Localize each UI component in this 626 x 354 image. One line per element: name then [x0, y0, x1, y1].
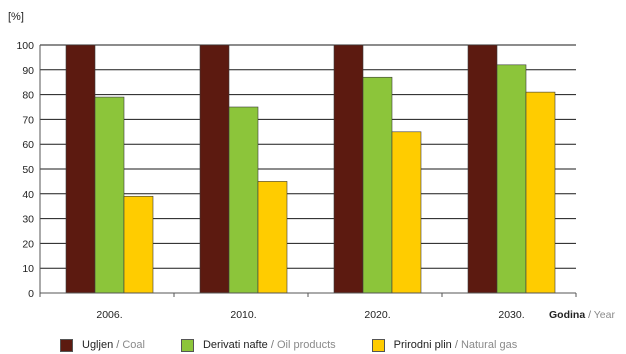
- legend-item-coal: Ugljen / Coal: [60, 338, 145, 352]
- bars: [65, 44, 556, 294]
- legend-item-natural-gas: Prirodni plin / Natural gas: [371, 338, 518, 352]
- y-tick-label: 0: [28, 288, 34, 300]
- y-tick-label: 60: [22, 139, 34, 151]
- y-tick-label: 70: [22, 114, 34, 126]
- x-axis-label-en: Year: [594, 309, 616, 321]
- y-tick-label: 90: [22, 65, 34, 77]
- legend-label-natural-gas: Prirodni plin / Natural gas: [393, 339, 518, 351]
- legend-swatch-natural-gas: [371, 338, 385, 352]
- legend-label-coal: Ugljen / Coal: [82, 339, 145, 351]
- y-tick-label: 80: [22, 90, 34, 102]
- bar-oil-products-2006: [94, 96, 125, 294]
- bar-natural-gas-2010: [257, 181, 288, 294]
- bar-coal-2030: [467, 44, 498, 294]
- bar-natural-gas-2006: [123, 195, 154, 294]
- y-tick-labels: 0 10 20 30 40 50 60 70 80 90 100: [16, 40, 34, 300]
- bar-oil-products-2030: [496, 64, 527, 294]
- x-tick-labels: 2006. 2010. 2020. 2030.: [96, 309, 524, 321]
- x-axis-label-main: Godina: [549, 309, 585, 321]
- bar-oil-products-2010: [228, 106, 259, 294]
- x-axis-label-sep: /: [585, 309, 594, 321]
- bar-oil-products-2020: [362, 76, 393, 294]
- y-tick-label: 100: [16, 40, 34, 52]
- x-axis-label: Godina / Year: [549, 309, 615, 321]
- bar-natural-gas-2030: [525, 91, 556, 294]
- bar-coal-2010: [199, 44, 230, 294]
- y-tick-label: 50: [22, 164, 34, 176]
- legend-label-oil-products: Derivati nafte / Oil products: [202, 339, 336, 351]
- y-tick-label: 10: [22, 263, 34, 275]
- x-tick-label: 2020.: [364, 309, 390, 321]
- legend: Ugljen / Coal Derivati nafte / Oil produ…: [60, 337, 620, 353]
- y-tick-label: 40: [22, 189, 34, 201]
- unit-label: [%]: [8, 11, 24, 23]
- x-tick-label: 2010.: [230, 309, 256, 321]
- x-tick-label: 2006.: [96, 309, 122, 321]
- x-tick-label: 2030.: [498, 309, 524, 321]
- axes: [39, 45, 577, 297]
- bar-coal-2020: [333, 44, 364, 294]
- legend-item-oil-products: Derivati nafte / Oil products: [180, 338, 336, 352]
- bar-natural-gas-2020: [391, 131, 422, 294]
- legend-swatch-coal: [60, 338, 73, 352]
- y-tick-label: 30: [22, 214, 34, 226]
- y-tick-label: 20: [22, 238, 34, 250]
- legend-swatch-oil-products: [180, 338, 194, 352]
- bar-coal-2006: [65, 44, 96, 294]
